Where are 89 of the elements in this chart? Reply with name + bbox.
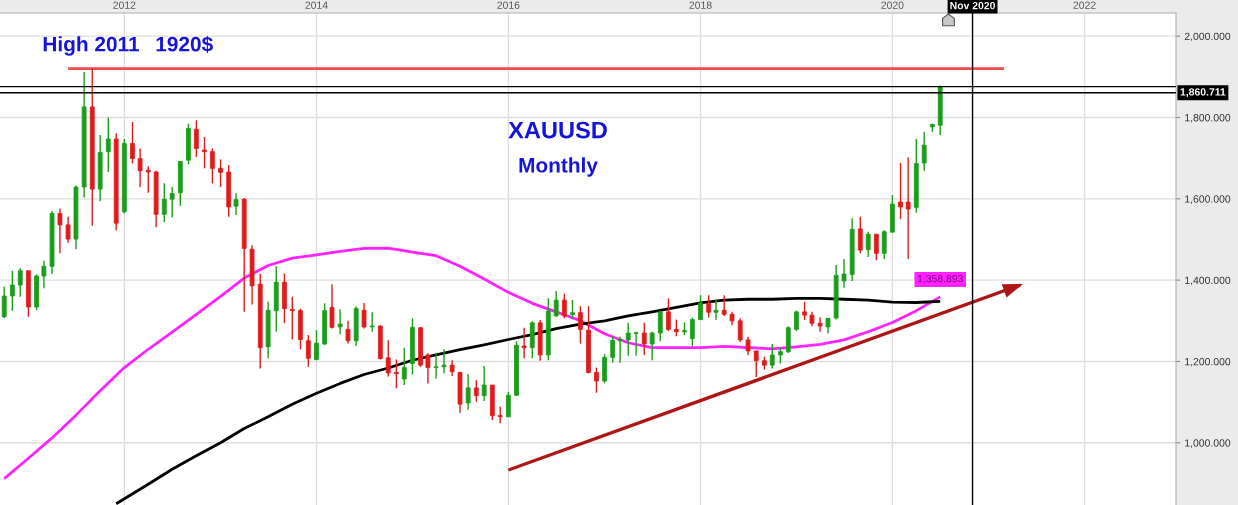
- candlestick: [137, 147, 143, 188]
- candlestick: [161, 182, 167, 223]
- x-tick-label: 2016: [497, 1, 520, 9]
- line-series: [114, 297, 942, 505]
- candlestick: [329, 283, 335, 330]
- candlestick: [41, 259, 47, 289]
- candlestick: [713, 298, 719, 321]
- candlestick: [17, 267, 23, 298]
- candlestick: [314, 329, 319, 361]
- candlestick: [425, 352, 431, 385]
- candlestick: [689, 316, 695, 347]
- candlestick: [337, 308, 343, 335]
- candlestick: [785, 325, 791, 354]
- candlestick: [841, 258, 847, 289]
- y-tick-label: 1,000.000: [1185, 439, 1231, 448]
- candlestick: [881, 229, 887, 260]
- candlestick: [105, 116, 111, 173]
- candlestick: [130, 121, 135, 165]
- candlestick: [289, 296, 295, 341]
- candlestick: [610, 335, 616, 364]
- candlestick: [305, 334, 311, 368]
- candlestick: [385, 339, 391, 378]
- candlestick: [753, 350, 759, 378]
- ref-line-label: Nov 2020: [950, 1, 995, 10]
- candlestick: [393, 358, 399, 389]
- candlestick: [561, 292, 567, 320]
- candlestick: [898, 162, 903, 220]
- x-tick-label: 2012: [113, 1, 136, 9]
- candlestick: [553, 290, 559, 318]
- x-tick-label: 2020: [881, 1, 904, 9]
- candlestick: [218, 158, 223, 188]
- candlestick: [594, 366, 599, 394]
- y-tick-label: 1,400.000: [1185, 276, 1231, 286]
- candlestick: [873, 233, 879, 261]
- candlestick: [625, 322, 631, 357]
- candlestick: [602, 353, 607, 385]
- candlestick: [666, 297, 671, 332]
- candlestick: [401, 346, 407, 386]
- candlestick: [473, 379, 479, 403]
- candlestick: [233, 192, 239, 216]
- candlestick: [369, 311, 375, 333]
- candlestick: [857, 216, 863, 255]
- x-tick-label: 2022: [1073, 1, 1096, 9]
- candlestick: [1, 285, 7, 319]
- text: Monthly: [519, 157, 598, 177]
- candlestick: [521, 327, 527, 359]
- annotation: 1920$: [156, 35, 213, 53]
- candlestick: [361, 302, 367, 330]
- candlestick: [617, 335, 623, 364]
- candlestick: [9, 270, 15, 312]
- candlestick: [577, 305, 583, 345]
- candlestick: [209, 147, 215, 185]
- y-tick-label: 1,200.000: [1185, 357, 1231, 367]
- candlestick: [769, 343, 775, 370]
- candlestick: [481, 365, 487, 402]
- candlestick: [345, 320, 351, 345]
- candlestick: [570, 299, 575, 320]
- x-tick-label: 2018: [689, 1, 712, 9]
- candlestick: [649, 331, 655, 361]
- ref-line-label: 1,860.711: [1180, 88, 1226, 98]
- candlestick: [433, 352, 439, 380]
- candlestick: [737, 317, 743, 343]
- candlestick: [706, 294, 712, 319]
- candlestick: [145, 165, 151, 194]
- text: XAUUSD: [508, 121, 607, 139]
- candlestick: [745, 335, 751, 356]
- candlestick: [65, 216, 71, 244]
- candlestick: [921, 131, 927, 172]
- candlestick: [202, 136, 207, 170]
- candlestick: [721, 294, 727, 317]
- candlestick: [817, 316, 823, 333]
- y-tick-label: 2,000.000: [1184, 32, 1231, 42]
- candlestick: [905, 156, 911, 260]
- candlestick: [865, 231, 871, 258]
- candlestick: [169, 186, 175, 219]
- x-tick-label: 2014: [305, 1, 328, 9]
- candlestick: [657, 309, 663, 342]
- candlestick: [641, 322, 647, 356]
- data-label: 1,358.893: [917, 274, 963, 284]
- candlestick: [802, 300, 807, 321]
- y-tick-label: 1,600.000: [1185, 195, 1231, 204]
- candlestick: [441, 348, 447, 374]
- annotation: High 2011: [43, 36, 140, 56]
- candlestick: [698, 294, 703, 321]
- candlestick: [57, 207, 63, 255]
- y-tick-label: 1,800.000: [1185, 114, 1231, 123]
- candlestick: [193, 119, 199, 158]
- candlestick: [465, 373, 471, 411]
- candlestick: [505, 391, 511, 418]
